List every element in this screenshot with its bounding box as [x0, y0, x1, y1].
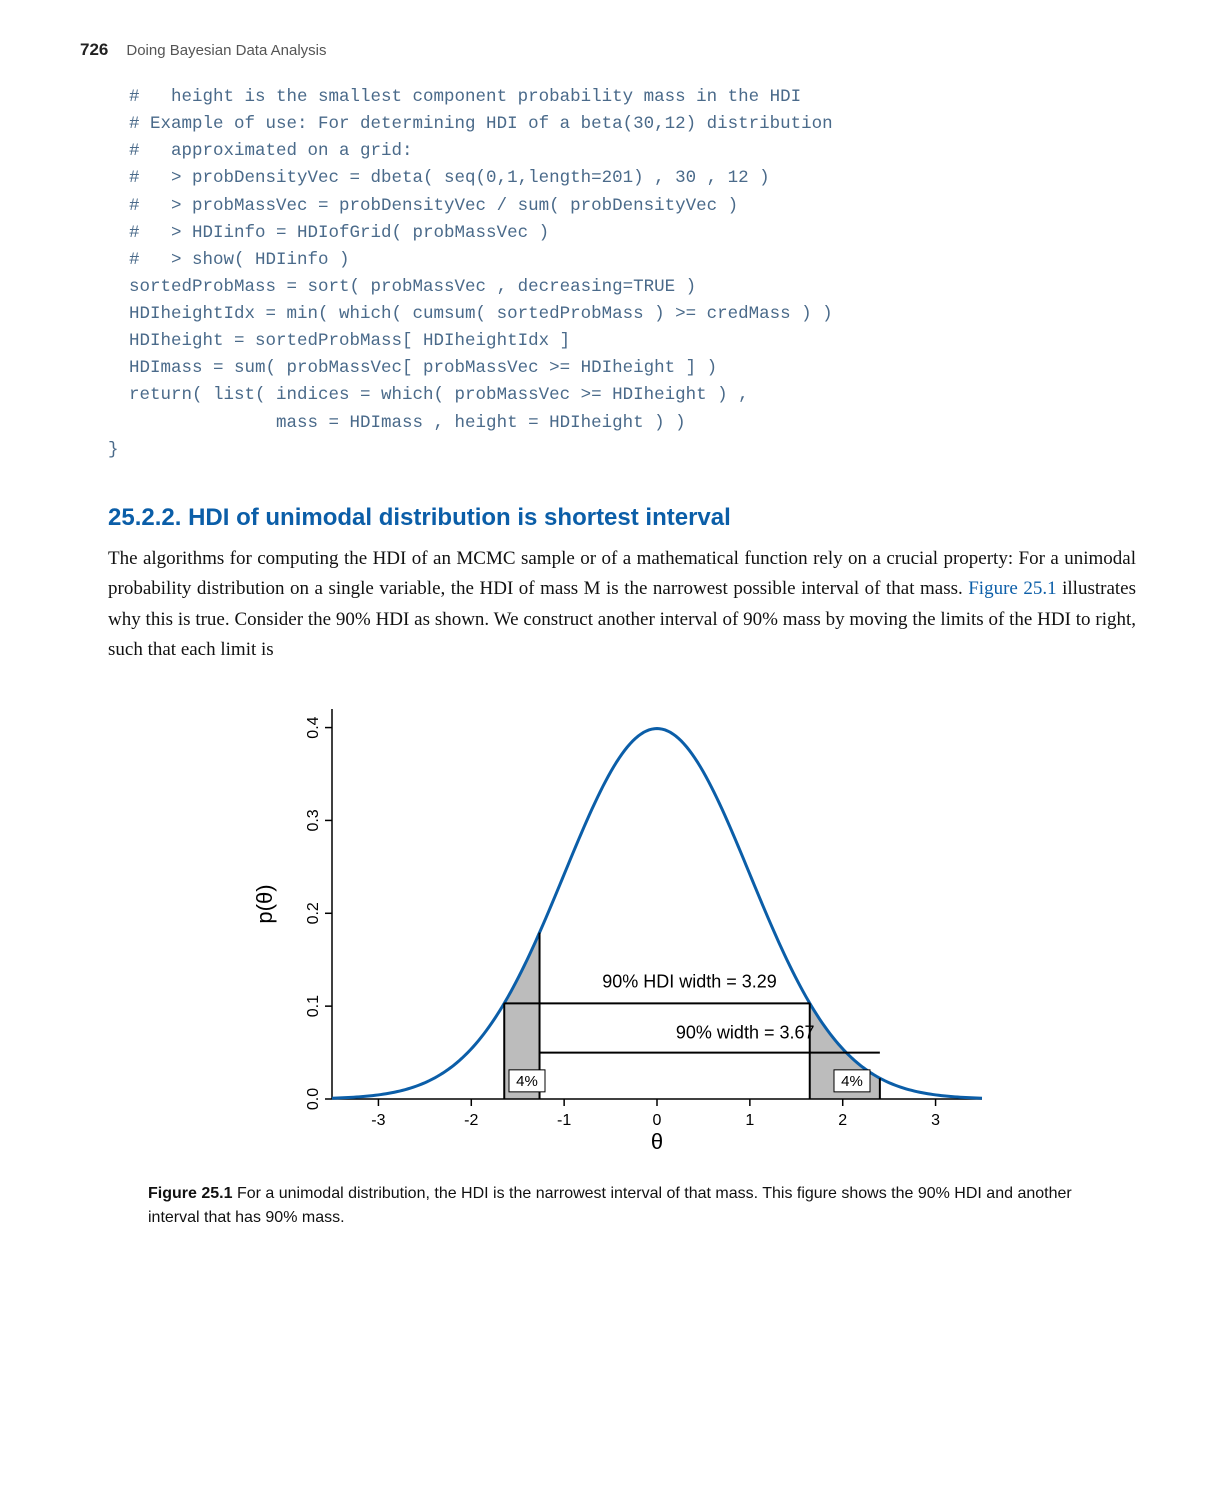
- svg-text:0.0: 0.0: [305, 1088, 322, 1110]
- figure-caption: Figure 25.1 For a unimodal distribution,…: [148, 1182, 1116, 1228]
- svg-text:0.2: 0.2: [305, 902, 322, 924]
- figure-caption-label: Figure 25.1: [148, 1185, 232, 1202]
- svg-text:4%: 4%: [516, 1073, 538, 1090]
- svg-text:90% width = 3.67: 90% width = 3.67: [676, 1023, 815, 1043]
- book-title: Doing Bayesian Data Analysis: [126, 42, 326, 59]
- svg-text:3: 3: [931, 1112, 940, 1129]
- svg-text:1: 1: [745, 1112, 754, 1129]
- figure-link[interactable]: Figure 25.1: [968, 578, 1056, 599]
- svg-text:0.1: 0.1: [305, 995, 322, 1017]
- figure-caption-body: For a unimodal distribution, the HDI is …: [148, 1185, 1072, 1225]
- svg-text:0.3: 0.3: [305, 810, 322, 832]
- svg-text:0.4: 0.4: [305, 717, 322, 739]
- code-block: # height is the smallest component proba…: [108, 84, 1136, 464]
- section-title: HDI of unimodal distribution is shortest…: [188, 504, 731, 531]
- svg-text:0: 0: [653, 1112, 662, 1129]
- section-heading: 25.2.2. HDI of unimodal distribution is …: [108, 504, 1136, 532]
- page-header: 726 Doing Bayesian Data Analysis: [80, 40, 1136, 60]
- svg-text:4%: 4%: [841, 1073, 863, 1090]
- page-number: 726: [80, 40, 108, 60]
- body-paragraph: The algorithms for computing the HDI of …: [108, 544, 1136, 666]
- section-number: 25.2.2.: [108, 504, 181, 531]
- svg-text:-2: -2: [464, 1112, 478, 1129]
- svg-text:-1: -1: [557, 1112, 571, 1129]
- svg-text:θ: θ: [651, 1129, 663, 1154]
- figure-svg: -3 -2 -1 0 1 2 3 0.0 0.1 0.2 0.3 0.4 θ p(θ) 90% HDI wi…: [242, 699, 1002, 1159]
- svg-text:90% HDI width = 3.29: 90% HDI width = 3.29: [602, 972, 777, 992]
- svg-text:p(θ): p(θ): [252, 885, 277, 924]
- svg-text:-3: -3: [371, 1112, 385, 1129]
- figure-container: -3 -2 -1 0 1 2 3 0.0 0.1 0.2 0.3 0.4 θ p(θ) 90% HDI wi…: [108, 699, 1136, 1228]
- svg-text:2: 2: [838, 1112, 847, 1129]
